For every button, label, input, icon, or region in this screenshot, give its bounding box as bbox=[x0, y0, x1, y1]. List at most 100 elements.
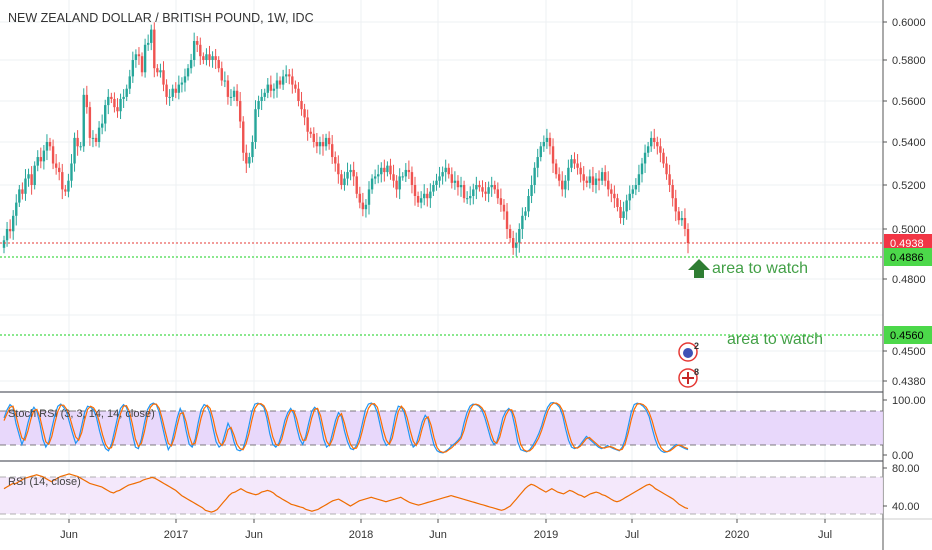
candle-body bbox=[643, 152, 647, 164]
annotation-area-to-watch-lower[interactable]: area to watch bbox=[727, 331, 823, 348]
candle-body bbox=[140, 56, 144, 73]
candle-body bbox=[539, 146, 542, 158]
candle-body bbox=[159, 70, 162, 73]
candle-body bbox=[337, 163, 340, 175]
candle-body bbox=[524, 211, 527, 216]
candle-body bbox=[73, 137, 76, 164]
candle-body bbox=[653, 137, 656, 142]
candle-body bbox=[548, 137, 552, 147]
candle-body bbox=[659, 146, 662, 153]
candle-body bbox=[263, 92, 266, 97]
candle-body bbox=[377, 174, 380, 177]
candle-body bbox=[291, 76, 294, 85]
price-tag-label: 0.4560 bbox=[890, 330, 924, 342]
candle-body bbox=[238, 101, 242, 122]
candle-body bbox=[202, 56, 205, 60]
candle-body bbox=[582, 174, 585, 181]
candle-body bbox=[508, 229, 512, 239]
candle-body bbox=[634, 185, 638, 190]
price-tag-label: 0.4938 bbox=[890, 238, 924, 250]
candle-body bbox=[18, 189, 21, 203]
candle-body bbox=[88, 107, 92, 138]
candle-body bbox=[671, 185, 674, 199]
stoch-rsi-series bbox=[3, 401, 689, 454]
candle-body bbox=[110, 96, 113, 99]
candle-body bbox=[205, 54, 208, 60]
time-axis[interactable]: Jun 2017 Jun 2018 Jun 2019 Jul 2020 Jul bbox=[60, 519, 832, 541]
candle-body bbox=[680, 218, 684, 221]
candle-body bbox=[349, 169, 352, 173]
candle-body bbox=[36, 157, 39, 166]
candle-body bbox=[183, 76, 187, 83]
candle-body bbox=[5, 229, 9, 241]
price-tag[interactable] bbox=[884, 234, 932, 252]
stoch-rsi-lines bbox=[3, 401, 689, 454]
candle-body bbox=[8, 229, 12, 232]
time-tick-label: 2017 bbox=[164, 529, 188, 541]
candle-body bbox=[649, 137, 653, 147]
stoch-rsi-title: Stoch RSI (3, 3, 14, 14, close) bbox=[8, 408, 155, 420]
candle-body bbox=[567, 167, 570, 181]
candle-body bbox=[306, 117, 309, 132]
candle-body bbox=[557, 174, 561, 181]
candle-body bbox=[570, 159, 573, 168]
candle-body bbox=[21, 189, 24, 194]
candle-body bbox=[272, 88, 276, 91]
candle-body bbox=[242, 121, 245, 153]
candle-body bbox=[594, 178, 598, 185]
flag-event-icon[interactable]: 8 bbox=[678, 367, 699, 388]
candle-body bbox=[367, 189, 371, 205]
candle-body bbox=[625, 200, 628, 212]
price-axis[interactable]: 0.6000 0.5800 0.5600 0.5400 0.5200 0.5000 0.48… bbox=[883, 17, 932, 513]
candle-body bbox=[600, 172, 604, 181]
candle-body bbox=[453, 180, 457, 183]
candle-body bbox=[312, 133, 315, 142]
osc-tick-label: 100.00 bbox=[892, 395, 926, 407]
candle-body bbox=[364, 204, 368, 210]
candle-body bbox=[677, 211, 680, 221]
candle-body bbox=[128, 76, 131, 89]
candle-body bbox=[370, 178, 374, 190]
osc-tick-label: 0.00 bbox=[892, 450, 913, 462]
candle-body bbox=[423, 193, 426, 199]
candle-body bbox=[527, 196, 530, 212]
event-badge-count: 2 bbox=[694, 341, 699, 351]
candle-body bbox=[459, 185, 463, 188]
candle-body bbox=[251, 142, 254, 158]
candle-body bbox=[426, 193, 429, 199]
price-tag[interactable] bbox=[884, 326, 932, 344]
candle-body bbox=[450, 174, 454, 183]
candle-body bbox=[613, 193, 616, 199]
candle-body bbox=[576, 163, 579, 168]
candle-body bbox=[229, 96, 233, 98]
candle-body bbox=[521, 215, 524, 229]
candle-body bbox=[386, 165, 389, 173]
candle-body bbox=[429, 191, 432, 199]
candle-body bbox=[171, 88, 174, 97]
candle-body bbox=[404, 169, 408, 177]
candle-body bbox=[469, 196, 472, 199]
candle-body bbox=[275, 80, 279, 89]
candle-body bbox=[162, 70, 165, 85]
up-arrow-icon[interactable] bbox=[688, 259, 710, 278]
candle-body bbox=[554, 163, 558, 175]
candle-body bbox=[91, 137, 95, 139]
candle-body bbox=[533, 167, 536, 185]
candle-body bbox=[481, 187, 484, 192]
candle-body bbox=[119, 98, 122, 112]
candle-body bbox=[607, 180, 610, 190]
calendar-event-icon[interactable]: 2 bbox=[678, 341, 699, 362]
candle-body bbox=[33, 165, 36, 185]
candle-body bbox=[646, 146, 650, 153]
candle-body bbox=[628, 193, 631, 201]
rsi-series bbox=[3, 473, 689, 513]
candle-body bbox=[656, 142, 659, 147]
candle-body bbox=[137, 54, 141, 57]
price-tag[interactable] bbox=[884, 248, 932, 266]
candle-body bbox=[153, 29, 156, 69]
annotation-area-to-watch-upper[interactable]: area to watch bbox=[712, 260, 808, 277]
candle-body bbox=[561, 180, 564, 190]
candle-body bbox=[441, 172, 444, 177]
candle-body bbox=[444, 167, 447, 173]
candle-body bbox=[217, 60, 220, 69]
